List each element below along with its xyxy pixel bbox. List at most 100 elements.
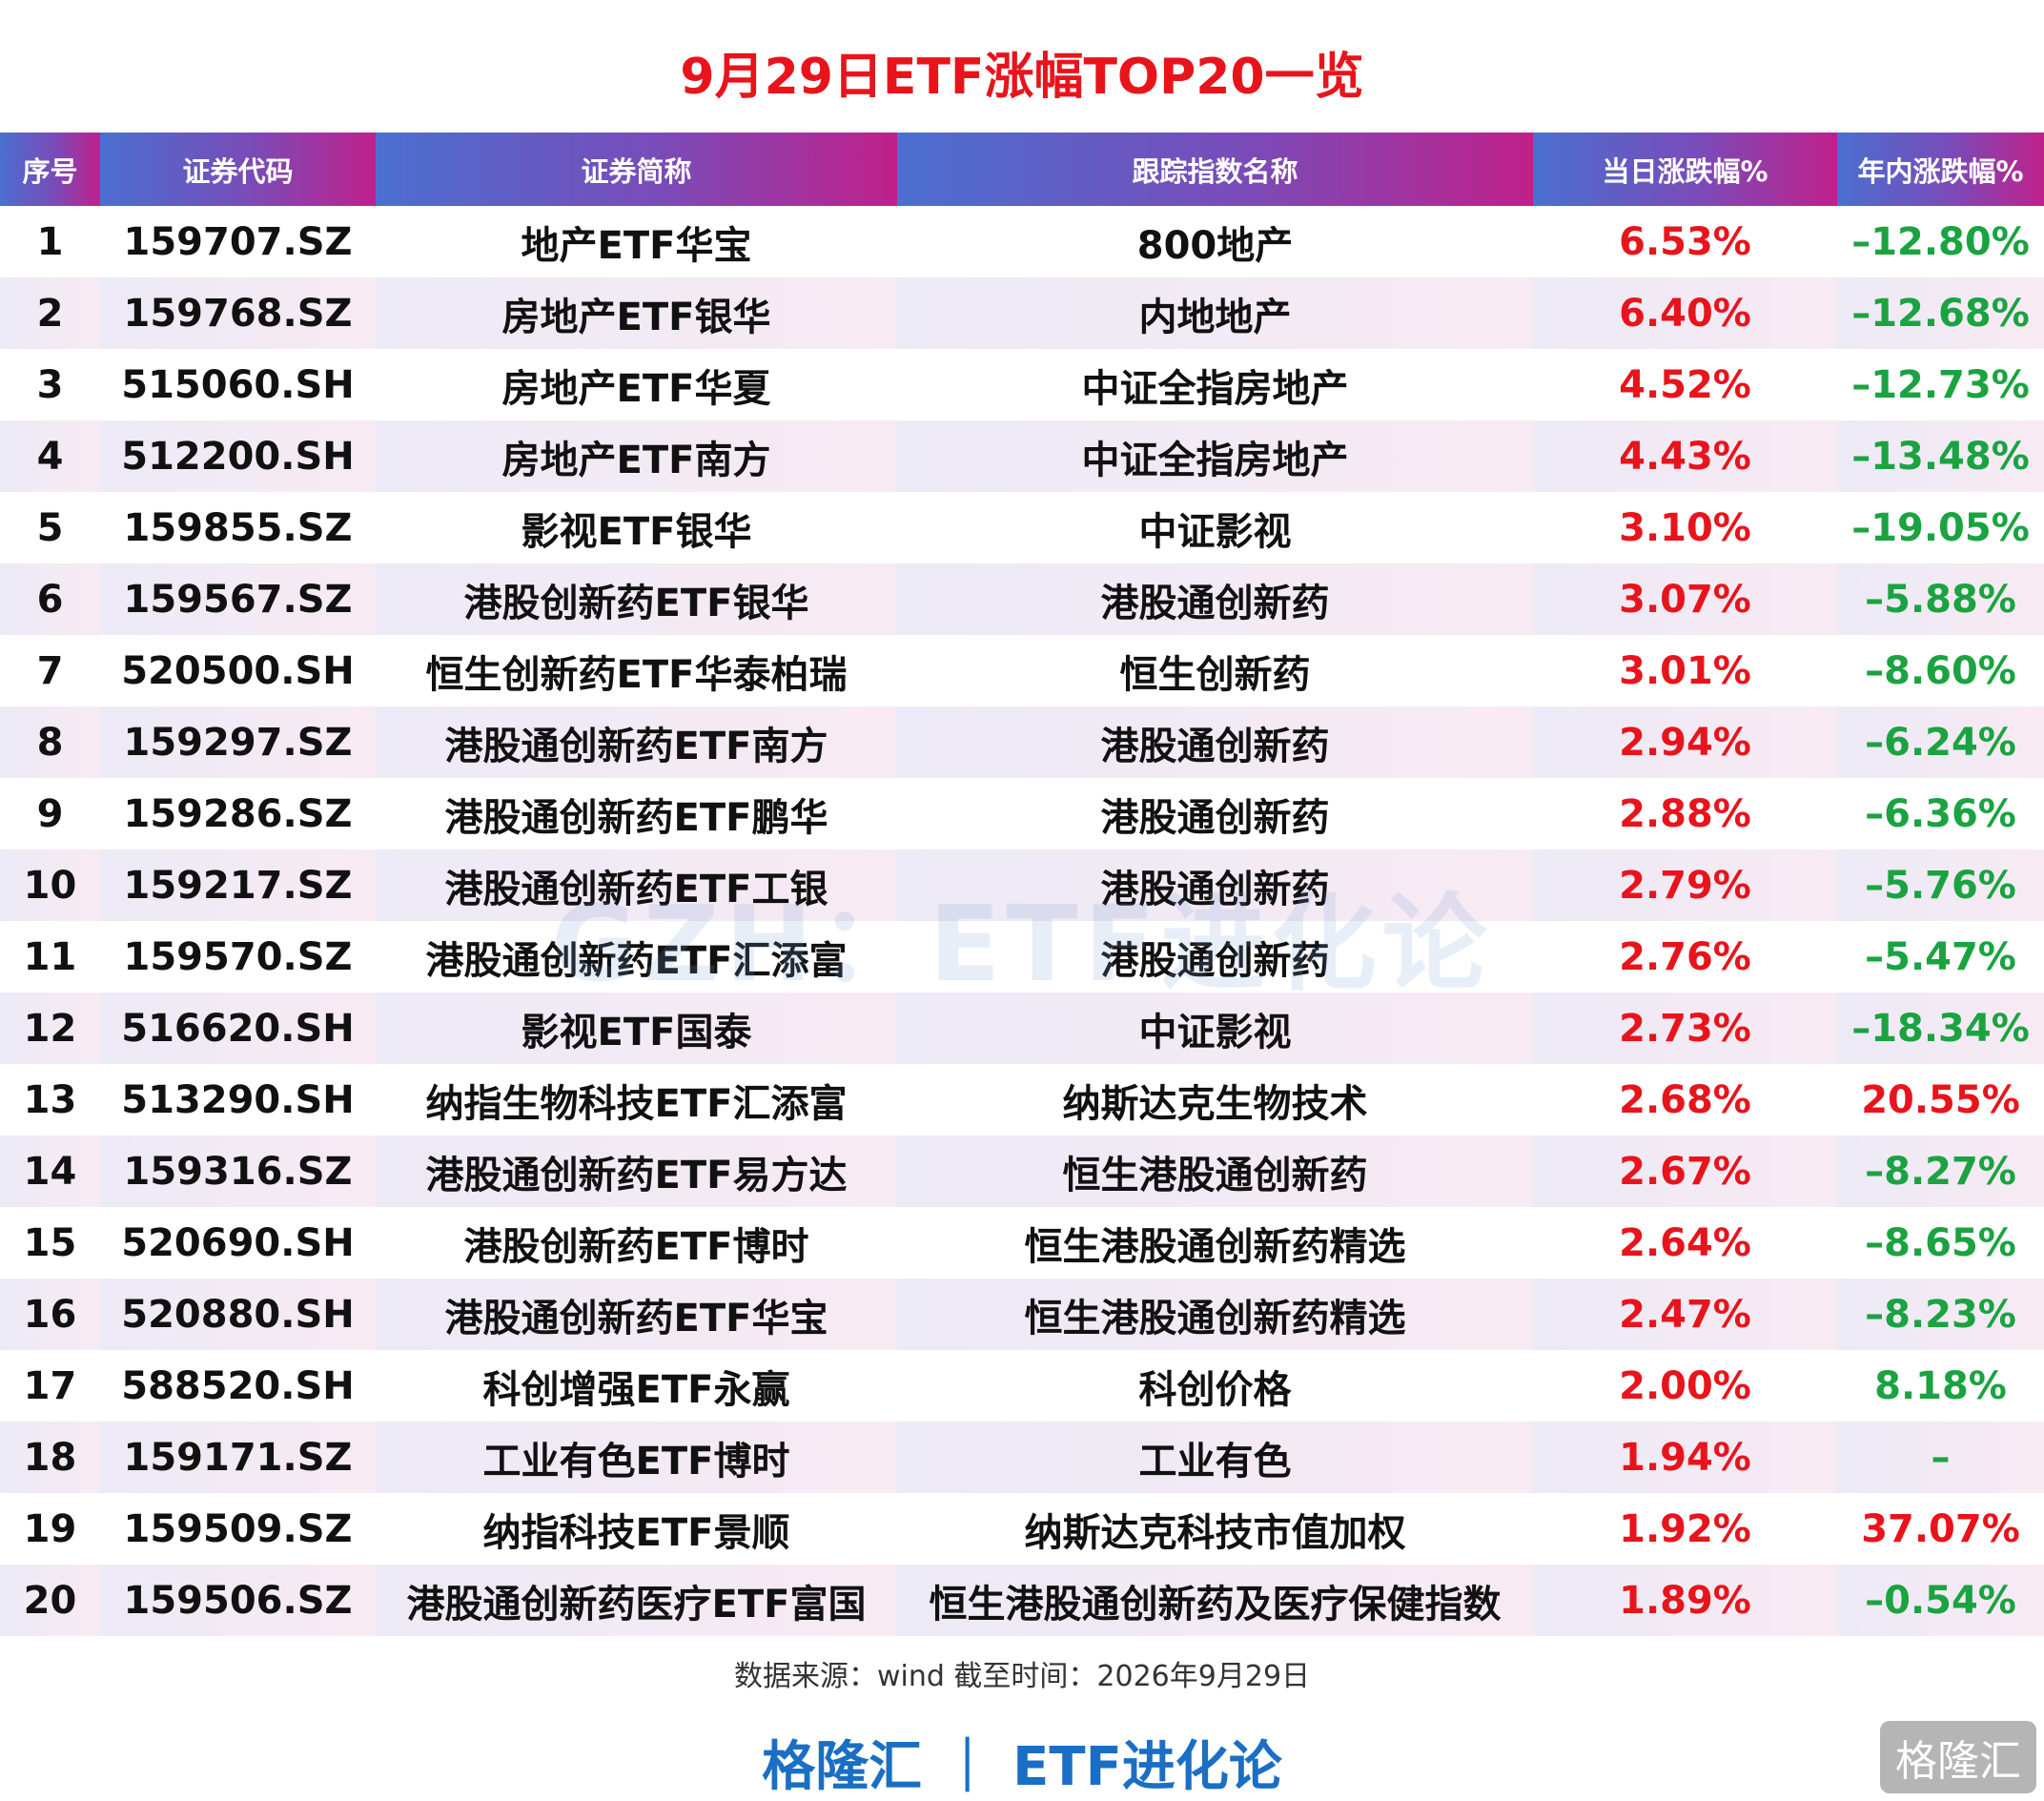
table-cell: 2.67% — [1533, 1136, 1837, 1207]
table-row: 16 520880.SH 港股通创新药ETF华宝 恒生港股通创新药精选 2.47% –8.… — [0, 1279, 2044, 1350]
table-cell: 中证影视 — [1138, 509, 1292, 554]
table-cell: 4 — [0, 420, 100, 492]
table-cell: 6.40% — [1533, 277, 1837, 349]
table-cell: 3 — [36, 362, 64, 407]
table-cell: 恒生创新药ETF华泰柏瑞 — [425, 652, 848, 697]
table-cell: 科创价格 — [1138, 1367, 1292, 1412]
table-cell: 7 — [36, 648, 64, 693]
table-cell: 港股通创新药ETF鹏华 — [444, 795, 828, 840]
table-cell: 3.10% — [1619, 505, 1751, 550]
table-cell: 37.07% — [1861, 1506, 2020, 1551]
table-cell: 3.01% — [1619, 648, 1751, 693]
table-cell: 8.18% — [1874, 1363, 2007, 1408]
table-cell: 2.94% — [1533, 706, 1837, 778]
table-cell: 520880.SH — [100, 1279, 376, 1350]
table-cell: 纳指科技ETF景顺 — [482, 1510, 790, 1555]
table-cell: 中证全指房地产 — [1081, 366, 1349, 411]
column-header: 年内涨跌幅% — [1837, 133, 2044, 206]
table-cell: 16 — [0, 1279, 100, 1350]
table-cell: 房地产ETF南方 — [376, 420, 897, 492]
column-header: 证券代码 — [100, 133, 376, 206]
table-cell: 159217.SZ — [100, 849, 376, 921]
table-cell: 17 — [23, 1363, 77, 1408]
table-cell: 2.76% — [1619, 934, 1751, 979]
column-header: 跟踪指数名称 — [897, 133, 1533, 206]
table-cell: –8.65% — [1865, 1220, 2016, 1265]
table-cell: 影视ETF国泰 — [376, 993, 897, 1064]
table-cell: –5.47% — [1865, 934, 2016, 979]
table-cell: 520500.SH — [121, 648, 355, 693]
table-cell: 8 — [0, 706, 100, 778]
table-row: 20 159506.SZ 港股通创新药医疗ETF富国 恒生港股通创新药及医疗保健指数 1… — [0, 1565, 2044, 1636]
table-row: 14 159316.SZ 港股通创新药ETF易方达 恒生港股通创新药 2.67% –8.2… — [0, 1136, 2044, 1207]
table-cell: 港股通创新药ETF工银 — [376, 849, 897, 921]
table-cell: 1.94% — [1533, 1422, 1837, 1493]
table-cell: –19.05% — [1851, 505, 2030, 550]
table-cell: –12.73% — [1851, 362, 2030, 407]
table-row: 6 159567.SZ 港股创新药ETF银华 港股通创新药 3.07% –5.88% — [0, 563, 2044, 635]
table-cell: 520690.SH — [121, 1220, 355, 1265]
table-row: 17 588520.SH 科创增强ETF永赢 科创价格 2.00% 8.18% — [0, 1350, 2044, 1422]
table-cell: – — [1837, 1422, 2044, 1493]
table-row: 2 159768.SZ 房地产ETF银华 内地地产 6.40% –12.68% — [0, 277, 2044, 349]
table-cell: 2.00% — [1619, 1363, 1751, 1408]
title: 9月29日ETF涨幅TOP20一览 — [680, 49, 1364, 106]
table-cell: 港股通创新药 — [897, 706, 1533, 778]
table-cell: 2.68% — [1619, 1077, 1751, 1122]
table-cell: –8.27% — [1837, 1136, 2044, 1207]
table-cell: 159297.SZ — [100, 706, 376, 778]
table-cell: 港股通创新药 — [1100, 938, 1330, 983]
table-cell: 516620.SH — [100, 993, 376, 1064]
table-cell: 地产ETF华宝 — [521, 223, 752, 268]
table-cell: 159855.SZ — [123, 505, 353, 550]
column-header: 序号 — [0, 133, 100, 206]
table-cell: 影视ETF银华 — [521, 509, 752, 554]
table-cell: –18.34% — [1837, 993, 2044, 1064]
table-cell: 14 — [0, 1136, 100, 1207]
table-cell: 10 — [0, 849, 100, 921]
header-row: 序号 证券代码 证券简称 跟踪指数名称 当日涨跌幅% 年内涨跌幅% — [0, 133, 2044, 206]
table-row: 9 159286.SZ 港股通创新药ETF鹏华 港股通创新药 2.88% –6.36% — [0, 778, 2044, 849]
table-row: 10 159217.SZ 港股通创新药ETF工银 港股通创新药 2.79% –5.76% — [0, 849, 2044, 921]
table-cell: 1 — [36, 219, 64, 264]
table-cell: 18 — [0, 1422, 100, 1493]
table-cell: 3.07% — [1533, 563, 1837, 635]
table-cell: 20 — [0, 1565, 100, 1636]
table-body: 1 159707.SZ 地产ETF华宝 800地产 6.53% –12.80% 2 15976… — [0, 206, 2044, 1636]
table-cell: 2.64% — [1619, 1220, 1751, 1265]
table-cell: 2.88% — [1619, 791, 1751, 836]
table-row: 5 159855.SZ 影视ETF银华 中证影视 3.10% –19.05% — [0, 492, 2044, 563]
table-cell: 港股通创新药ETF南方 — [376, 706, 897, 778]
table-row: 1 159707.SZ 地产ETF华宝 800地产 6.53% –12.80% — [0, 206, 2044, 277]
table-cell: 中证全指房地产 — [897, 420, 1533, 492]
table-cell: –6.24% — [1837, 706, 2044, 778]
table-cell: 159567.SZ — [100, 563, 376, 635]
table-cell: 9 — [36, 791, 64, 836]
table-cell: 恒生港股通创新药及医疗保健指数 — [897, 1565, 1533, 1636]
table-cell: –5.88% — [1837, 563, 2044, 635]
table-cell: 纳斯达克科技市值加权 — [1024, 1510, 1406, 1555]
table-cell: 20.55% — [1861, 1077, 2020, 1122]
column-header: 当日涨跌幅% — [1533, 133, 1837, 206]
table-row: 7 520500.SH 恒生创新药ETF华泰柏瑞 恒生创新药 3.01% –8.60% — [0, 635, 2044, 706]
table-cell: 159506.SZ — [100, 1565, 376, 1636]
table-cell: 港股通创新药 — [1100, 795, 1330, 840]
table-cell: 12 — [0, 993, 100, 1064]
table-cell: 4.52% — [1619, 362, 1751, 407]
table-row: 3 515060.SH 房地产ETF华夏 中证全指房地产 4.52% –12.73% — [0, 349, 2044, 420]
watermark: GZH：ETF进化论 — [551, 883, 1493, 1005]
table-cell: 512200.SH — [100, 420, 376, 492]
table-cell: –8.60% — [1865, 648, 2016, 693]
table-cell: 港股创新药ETF博时 — [463, 1224, 809, 1269]
table-cell: 588520.SH — [121, 1363, 355, 1408]
table-cell: 15 — [23, 1220, 77, 1265]
table-cell: 工业有色 — [897, 1422, 1533, 1493]
table-cell: 中证影视 — [897, 993, 1533, 1064]
table-cell: 港股通创新药ETF华宝 — [376, 1279, 897, 1350]
etf-table: 序号 证券代码 证券简称 跟踪指数名称 当日涨跌幅% 年内涨跌幅% 1 159707.SZ 地… — [0, 133, 2044, 1636]
table-cell: 1.92% — [1619, 1506, 1751, 1551]
table-cell: 港股通创新药 — [897, 563, 1533, 635]
table-row: 13 513290.SH 纳指生物科技ETF汇添富 纳斯达克生物技术 2.68% 20.5… — [0, 1064, 2044, 1136]
table-cell: 港股通创新药ETF汇添富 — [425, 938, 848, 983]
